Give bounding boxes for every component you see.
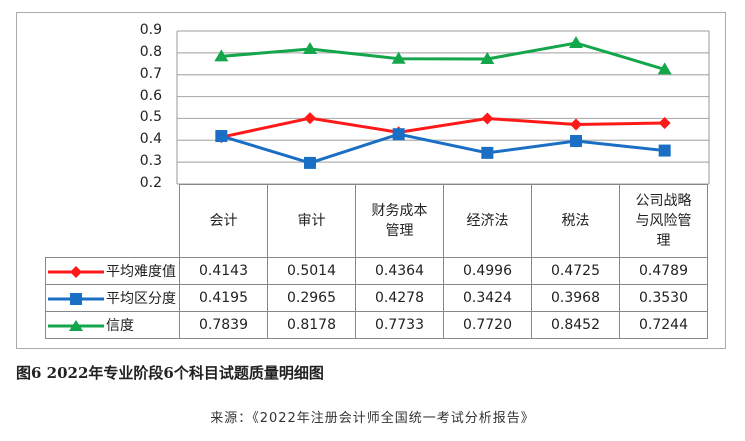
data-cell: 0.8178 — [267, 311, 356, 339]
data-cell: 0.4725 — [531, 257, 620, 285]
data-point — [303, 41, 317, 54]
series-line — [220, 132, 665, 165]
y-tick-label: 0.3 — [139, 153, 162, 170]
legend-label: 平均区分度 — [106, 291, 176, 307]
data-cell: 0.2965 — [267, 284, 356, 312]
category-header: 会计 — [179, 184, 268, 258]
data-point — [392, 128, 405, 141]
data-cell: 0.3530 — [619, 284, 708, 312]
category-header: 公司战略 与风险管理 — [619, 184, 708, 258]
data-point — [391, 51, 406, 64]
y-tick-label: 0.2 — [139, 175, 162, 191]
data-table: 会计 审计 财务成本管理 经济法 税法 公司战略与风险管理平均难度值 0.4143 0.501… — [45, 184, 708, 339]
legend-entry: 平均难度值 — [45, 257, 180, 285]
data-cell: 0.4789 — [619, 257, 708, 285]
y-tick-label: 0.5 — [139, 109, 162, 126]
category-label: 管理 — [385, 223, 414, 239]
category-label: 经济法 — [466, 213, 509, 229]
data-cell: 0.4996 — [443, 257, 532, 285]
data-cell: 0.3968 — [531, 284, 620, 312]
category-header: 审计 — [267, 184, 356, 258]
data-point — [570, 118, 582, 131]
table-corner — [46, 185, 180, 258]
category-label: 审计 — [297, 213, 326, 229]
y-tick-label: 0.6 — [139, 87, 162, 104]
category-label: 税法 — [561, 213, 590, 229]
diamond-legend-icon — [48, 266, 104, 278]
source-note: 来源：《2022年注册会计师全国统一考试分析报告》 — [210, 411, 535, 426]
data-point — [569, 35, 583, 48]
legend-label: 信度 — [106, 318, 134, 334]
data-point — [304, 156, 316, 169]
series-line — [221, 41, 666, 71]
data-cell: 0.4143 — [179, 257, 268, 285]
data-cell: 0.4195 — [179, 284, 268, 312]
y-tick-label: 0.9 — [139, 22, 162, 38]
data-cell: 0.5014 — [267, 257, 356, 285]
legend-entry: 信度 — [45, 311, 180, 339]
data-point — [304, 112, 316, 125]
figure-caption: 图6 2022年专业阶段6个科目试题质量明细图 — [16, 364, 324, 382]
series-line — [221, 116, 665, 139]
category-header: 财务成本 管理 — [355, 184, 444, 258]
y-tick-label: 0.7 — [139, 65, 162, 82]
data-cell: 0.7839 — [179, 311, 268, 339]
category-header: 税法 — [531, 184, 620, 258]
data-cell: 0.7733 — [355, 311, 444, 339]
data-cell: 0.4278 — [355, 284, 444, 312]
data-cell: 0.7720 — [443, 311, 532, 339]
y-tick-label: 0.4 — [139, 131, 162, 148]
data-point — [481, 112, 494, 125]
data-point — [215, 130, 228, 143]
data-point — [570, 134, 582, 147]
data-cell: 0.7244 — [619, 311, 708, 339]
legend-label: 平均难度值 — [106, 264, 176, 280]
category-label: 理 — [656, 233, 671, 249]
data-point — [481, 146, 494, 159]
data-point — [214, 49, 229, 62]
category-label: 会计 — [209, 213, 238, 229]
category-label: 与风险管 — [635, 213, 692, 229]
data-cell: 0.8452 — [531, 311, 620, 339]
triangle-legend-icon — [48, 320, 104, 331]
category-label: 财务成本 — [371, 203, 428, 219]
data-point — [480, 51, 495, 64]
data-point — [658, 144, 671, 157]
legend-entry: 平均区分度 — [45, 284, 180, 312]
data-point — [657, 62, 672, 75]
category-label: 公司战略 — [635, 193, 692, 209]
data-point — [658, 117, 671, 130]
category-header: 经济法 — [443, 184, 532, 258]
y-tick-label: 0.8 — [139, 43, 162, 60]
square-legend-icon — [48, 293, 104, 305]
data-cell: 0.4364 — [355, 257, 444, 285]
chart-frame — [16, 12, 726, 349]
data-cell: 0.3424 — [443, 284, 532, 312]
